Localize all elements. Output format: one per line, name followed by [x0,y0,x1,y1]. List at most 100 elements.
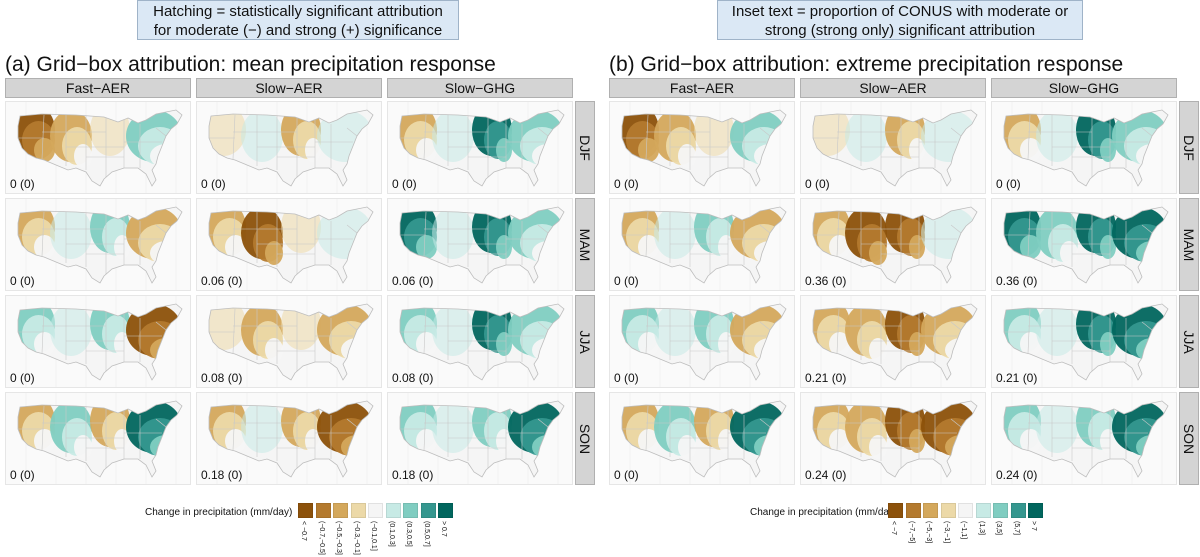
us-map [399,296,565,387]
legend-label: (−3,−1] [941,521,956,557]
inset-proportion: 0.36 (0) [805,274,847,288]
legend-swatch [368,503,383,518]
panel-a-title: (a) Grid−box attribution: mean precipita… [5,53,496,76]
column-header-slow-aer: Slow−AER [196,78,382,98]
inset-proportion: 0 (0) [10,371,35,385]
us-map [812,102,978,193]
inset-proportion: 0.06 (0) [392,274,434,288]
legend-label-text: > 0.7 [440,521,447,537]
row-header-son: SON [575,392,595,485]
inset-proportion: 0 (0) [201,177,226,191]
legend-swatch [923,503,938,518]
legend-label-text: (3,5] [995,521,1002,536]
legend-title: Change in precipitation (mm/day) [145,507,293,518]
legend-swatch [315,503,331,518]
us-map [621,393,787,484]
inset-proportion: 0 (0) [614,371,639,385]
legend-label-text: (−0.1,0.1] [370,521,377,551]
map-cell: 0.21 (0) [991,295,1177,388]
row-header-label: JJA [577,329,593,354]
inset-proportion: 0 (0) [10,468,35,482]
row-header-label: SON [577,423,593,454]
column-header-fast-aer: Fast−AER [609,78,795,98]
map-cell: 0.36 (0) [991,198,1177,291]
hatching-note: Hatching = statistically significant att… [137,0,459,40]
map-cell: 0.08 (0) [387,295,573,388]
legend-label: (−0.3,−0.1] [351,521,366,557]
us-map [399,102,565,193]
legend-label: (0.3,0.5] [403,521,418,557]
us-map [208,199,374,290]
hatching-note-line-1: Hatching = statistically significant att… [153,3,443,20]
inset-proportion: 0 (0) [996,177,1021,191]
legend-label: (3,5] [993,521,1008,557]
row-header-jja: JJA [1179,295,1199,388]
row-header-djf: DJF [575,101,595,194]
map-cell: 0.06 (0) [387,198,573,291]
inset-proportion: 0.24 (0) [996,468,1038,482]
us-map [812,199,978,290]
inset-note-line-1: Inset text = proportion of CONUS with mo… [731,3,1069,20]
us-map [812,393,978,484]
legend-label-text: (5,7] [1012,521,1020,536]
row-header-son: SON [1179,392,1199,485]
inset-proportion: 0 (0) [392,177,417,191]
us-map [208,393,374,484]
us-map [1003,393,1169,484]
map-cell: 0 (0) [800,101,986,194]
map-cell: 0.36 (0) [800,198,986,291]
legend-label-text: (0.1,0.3] [387,521,395,547]
legend-label-text: (0.5,0.7] [422,521,430,547]
map-cell: 0 (0) [609,101,795,194]
map-cell: 0 (0) [609,295,795,388]
map-cell: 0.24 (0) [991,392,1177,485]
column-header-slow-aer: Slow−AER [800,78,986,98]
row-header-mam: MAM [575,198,595,291]
row-header-label: DJF [577,134,593,161]
inset-proportion: 0.08 (0) [392,371,434,385]
legend-swatch [438,503,453,518]
legend-label: < −7 [888,521,903,557]
legend-label: (5,7] [1011,521,1026,557]
inset-proportion: 0.24 (0) [805,468,847,482]
legend-swatch [403,503,418,518]
legend-swatch [1010,503,1026,518]
column-header-slow-ghg: Slow−GHG [991,78,1177,98]
legend-swatch [975,503,991,518]
legend-label-text: (1,3] [977,521,985,536]
legend-label-text: > 7 [1030,521,1037,531]
map-cell: 0 (0) [609,198,795,291]
legend-label-text: (−0.7,−0.5] [317,521,325,555]
row-header-label: MAM [577,228,593,261]
inset-note-line-2: strong (strong only) significant attribu… [764,22,1036,39]
legend-swatch [333,503,348,518]
row-header-label: JJA [1181,329,1197,354]
legend-swatch [905,503,921,518]
legend-label-text: < −0.7 [300,521,307,541]
inset-proportion: 0.06 (0) [201,274,243,288]
us-map [621,102,787,193]
us-map [1003,296,1169,387]
panel-b-title: (b) Grid−box attribution: extreme precip… [609,53,1124,76]
us-map [208,102,374,193]
row-header-label: SON [1181,423,1197,454]
legend-label-text: (−7,−5] [907,521,915,544]
inset-proportion: 0.08 (0) [201,371,243,385]
legend-swatch [420,503,436,518]
legend-swatch [993,503,1008,518]
inset-proportion: 0.21 (0) [805,371,847,385]
legend-label: > 7 [1028,521,1043,557]
inset-proportion: 0 (0) [614,468,639,482]
legend-swatch [1028,503,1043,518]
legend-swatch [958,503,973,518]
us-map [1003,102,1169,193]
map-cell: 0.21 (0) [800,295,986,388]
us-map [812,296,978,387]
legend-label-text: < −7 [890,521,897,536]
hatching-note-line-2: for moderate (−) and strong (+) signific… [153,22,443,39]
inset-note: Inset text = proportion of CONUS with mo… [717,0,1083,40]
row-header-jja: JJA [575,295,595,388]
legend-label: (−7,−5] [906,521,921,557]
legend-label: (1,3] [976,521,991,557]
us-map [399,199,565,290]
